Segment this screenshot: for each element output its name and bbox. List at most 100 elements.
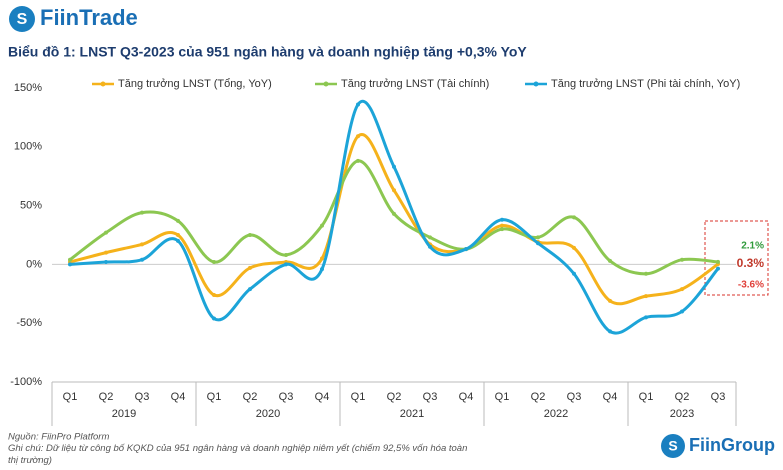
point	[428, 244, 432, 249]
point	[644, 294, 648, 299]
series-line	[69, 132, 719, 306]
point	[212, 316, 216, 321]
x-tick-label: Q2	[243, 391, 258, 403]
x-tick-label: Q1	[495, 391, 510, 403]
point	[284, 252, 288, 257]
x-tick-label: Q2	[99, 391, 114, 403]
brand-logo: S FiinTrade	[9, 5, 138, 32]
value-label: 0.3%	[737, 256, 765, 270]
legend-label: Tăng trưởng LNST (Tổng, YoY)	[118, 78, 272, 90]
point	[572, 245, 576, 250]
point	[716, 266, 720, 271]
x-tick-label: Q3	[567, 391, 582, 403]
point	[572, 271, 576, 276]
x-tick-label: Q4	[459, 391, 474, 403]
point	[608, 329, 612, 334]
point	[608, 298, 612, 303]
point	[320, 256, 324, 261]
svg-text:S: S	[668, 438, 677, 454]
point	[464, 247, 468, 252]
x-tick-label: Q3	[135, 391, 150, 403]
legend-label: Tăng trưởng LNST (Tài chính)	[341, 78, 489, 90]
point	[536, 235, 540, 240]
point	[248, 287, 252, 292]
point	[428, 235, 432, 240]
x-group-label: 2019	[112, 408, 136, 420]
svg-text:S: S	[17, 11, 28, 28]
x-tick-label: Q2	[387, 391, 402, 403]
chart-title: Biểu đồ 1: LNST Q3-2023 của 951 ngân hàn…	[8, 44, 527, 60]
point	[320, 267, 324, 272]
x-tick-label: Q2	[675, 391, 690, 403]
point	[140, 257, 144, 262]
legend-marker	[533, 81, 539, 87]
y-tick-label: 100%	[14, 141, 42, 153]
point	[248, 233, 252, 237]
brand: FiinTrade	[40, 5, 138, 30]
x-group-label: 2022	[544, 408, 568, 420]
highlight-box	[704, 220, 769, 296]
y-tick-label: 150%	[14, 82, 42, 94]
y-tick-label: 50%	[20, 200, 42, 212]
point	[104, 250, 108, 255]
y-tick-label: -50%	[16, 317, 42, 329]
x-group-label: 2020	[256, 408, 280, 420]
legend-label: Tăng trưởng LNST (Phi tài chính, YoY)	[551, 78, 740, 90]
point	[680, 257, 684, 262]
point	[284, 262, 288, 267]
point	[644, 271, 648, 276]
x-tick-label: Q1	[639, 391, 654, 403]
series-line	[69, 159, 719, 276]
point	[392, 188, 396, 193]
point	[320, 223, 324, 228]
point	[644, 315, 648, 320]
x-tick-label: Q4	[315, 391, 330, 403]
x-group-label: 2021	[400, 408, 424, 420]
note-box: Ghi chú: Dữ liệu từ công bố KQKD của 951…	[8, 443, 467, 466]
point	[536, 241, 540, 246]
point	[500, 223, 504, 228]
point	[68, 257, 72, 262]
point	[104, 260, 108, 265]
x-tick-label: Q1	[207, 391, 222, 403]
x-tick-label: Q1	[351, 391, 366, 403]
value-label: 2.1%	[741, 241, 764, 252]
legend-marker	[100, 81, 106, 87]
point	[392, 211, 396, 216]
source: Nguồn: FiinPro Platform	[8, 432, 109, 443]
point	[140, 210, 144, 215]
point	[248, 265, 252, 270]
footer-brand: FiinGroup	[689, 435, 775, 455]
point	[680, 309, 684, 314]
y-tick-label: 0%	[26, 258, 42, 270]
x-tick-label: Q1	[63, 391, 78, 403]
series-line	[69, 100, 720, 335]
point	[608, 258, 612, 263]
x-tick-label: Q4	[603, 391, 618, 403]
x-tick-label: Q3	[279, 391, 294, 403]
point	[104, 230, 108, 235]
x-tick-label: Q2	[531, 391, 546, 403]
point	[68, 262, 72, 267]
y-tick-label: -100%	[10, 376, 42, 388]
value-label: -3.6%	[738, 279, 764, 290]
x-tick-label: Q3	[711, 391, 726, 403]
x-group-label: 2023	[670, 408, 694, 420]
point	[392, 164, 396, 169]
point	[212, 292, 216, 297]
footer-logo: S FiinGroup	[661, 434, 775, 458]
point	[716, 259, 720, 264]
point	[356, 134, 360, 139]
point	[176, 218, 180, 223]
point	[212, 260, 216, 265]
point	[572, 215, 576, 220]
point	[176, 233, 180, 237]
x-tick-label: Q3	[423, 391, 438, 403]
point	[680, 287, 684, 292]
legend-marker	[323, 81, 329, 87]
x-tick-label: Q4	[171, 391, 186, 403]
point	[500, 227, 504, 232]
point	[356, 102, 360, 107]
point	[500, 217, 504, 222]
